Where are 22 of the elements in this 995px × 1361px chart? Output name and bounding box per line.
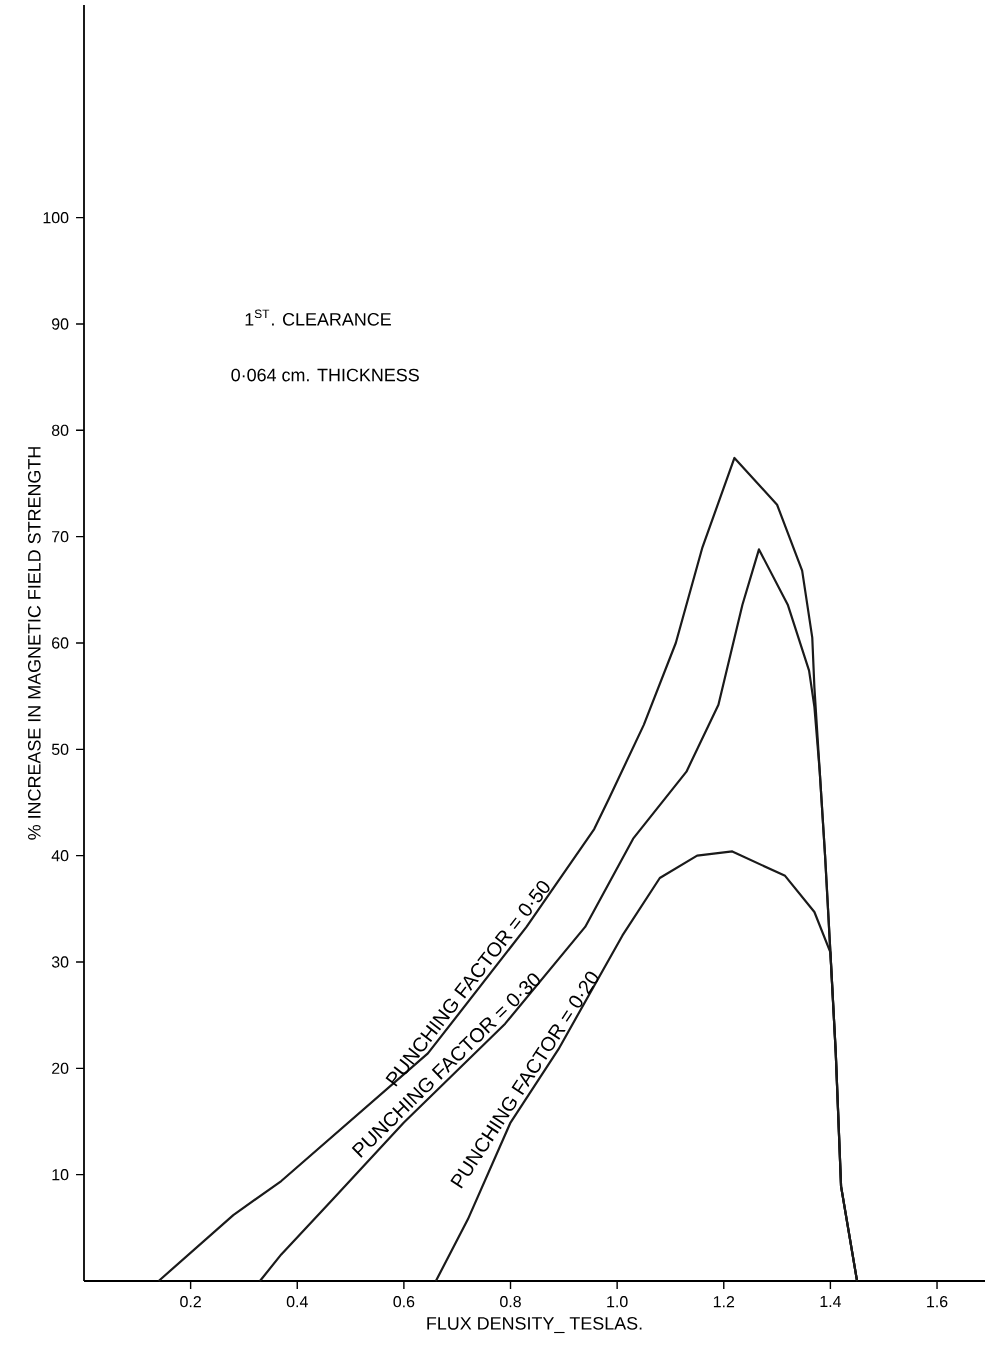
x-tick-label: 0.8	[500, 1296, 521, 1308]
y-tick-label: 20	[52, 1062, 69, 1074]
y-tick-label: 60	[52, 637, 69, 649]
x-tick-label: 0.4	[286, 1296, 308, 1308]
y-tick-label: 70	[52, 531, 69, 543]
y-tick-label: 90	[52, 318, 69, 330]
y-tick-label: 30	[51, 956, 69, 968]
x-axis-title: FLUX DENSITY_ TESLAS.	[427, 1316, 642, 1334]
x-tick-label: 1.4	[820, 1296, 842, 1307]
y-tick-label: 100	[43, 212, 69, 224]
y-tick-label: 40	[51, 850, 69, 862]
y-tick-label: 80	[51, 424, 69, 436]
x-tick-label: 0.2	[180, 1296, 201, 1308]
annotation: 1$^{ST}$. CLEARANCE	[245, 309, 391, 326]
x-tick-label: 1.0	[607, 1296, 628, 1308]
x-tick-label: 1.2	[713, 1296, 735, 1308]
y-tick-label: 50	[51, 743, 69, 755]
y-tick-label: 10	[52, 1169, 69, 1181]
x-tick-label: 1.6	[927, 1296, 948, 1308]
y-axis-title: % INCREASE IN MAGNETIC FIELD STRENGTH	[27, 447, 41, 840]
annotation: 0·064 cm. THICKNESS	[231, 368, 419, 382]
x-tick-label: 0.6	[393, 1296, 415, 1308]
